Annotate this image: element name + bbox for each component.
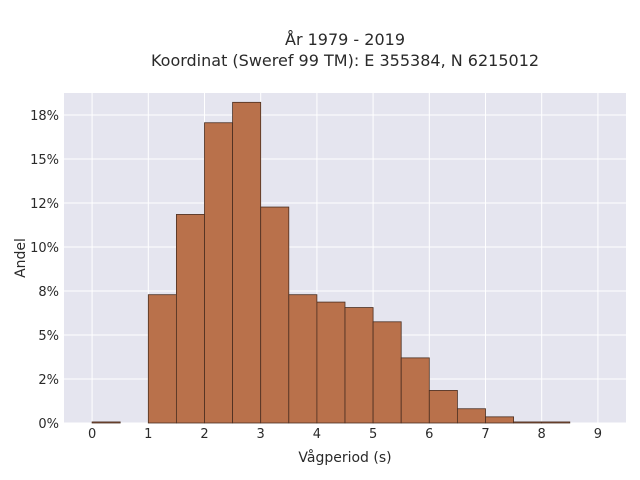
- histogram-bar: [147, 294, 177, 424]
- histogram-bar: [372, 321, 402, 424]
- x-tick-label: 2: [200, 427, 208, 442]
- histogram-bar: [344, 307, 374, 424]
- x-tick-label: 8: [538, 427, 546, 442]
- histogram-bar: [316, 301, 346, 424]
- histogram-bar: [91, 421, 121, 424]
- histogram-bar: [288, 294, 318, 424]
- y-axis-ticks: 0% 2% 5% 8% 10% 12% 15% 18%: [30, 109, 59, 432]
- y-tick-label: 5%: [38, 329, 59, 344]
- y-tick-label: 10%: [30, 241, 59, 256]
- histogram-bar: [541, 421, 571, 424]
- y-tick-label: 2%: [38, 373, 59, 388]
- histogram-bar: [513, 421, 543, 424]
- histogram-bar: [204, 122, 234, 424]
- x-tick-label: 7: [481, 427, 489, 442]
- x-axis-ticks: 0 1 2 3 4 5 6 7 8 9: [88, 427, 602, 442]
- y-tick-label: 0%: [38, 417, 59, 432]
- histogram-bar: [232, 101, 262, 424]
- histogram-bar: [400, 357, 430, 424]
- y-tick-label: 18%: [30, 109, 59, 124]
- chart-title-line2: Koordinat (Sweref 99 TM): E 355384, N 62…: [151, 51, 539, 70]
- y-tick-label: 15%: [30, 153, 59, 168]
- x-axis-label: Vågperiod (s): [298, 449, 391, 466]
- x-tick-label: 0: [88, 427, 96, 442]
- x-tick-label: 4: [313, 427, 321, 442]
- x-tick-label: 6: [425, 427, 433, 442]
- chart-title-line1: År 1979 - 2019: [285, 30, 405, 49]
- histogram-bar: [260, 206, 290, 424]
- histogram-bar: [428, 390, 458, 424]
- histogram-bar: [485, 416, 515, 424]
- histogram-bar: [456, 408, 486, 424]
- histogram-bar: [175, 214, 205, 424]
- x-tick-label: 3: [257, 427, 265, 442]
- x-tick-label: 5: [369, 427, 377, 442]
- y-tick-label: 8%: [38, 285, 59, 300]
- x-tick-label: 9: [594, 427, 602, 442]
- y-axis-label: Andel: [13, 238, 29, 278]
- x-tick-label: 1: [144, 427, 152, 442]
- bars: [91, 101, 571, 424]
- y-tick-label: 12%: [30, 197, 59, 212]
